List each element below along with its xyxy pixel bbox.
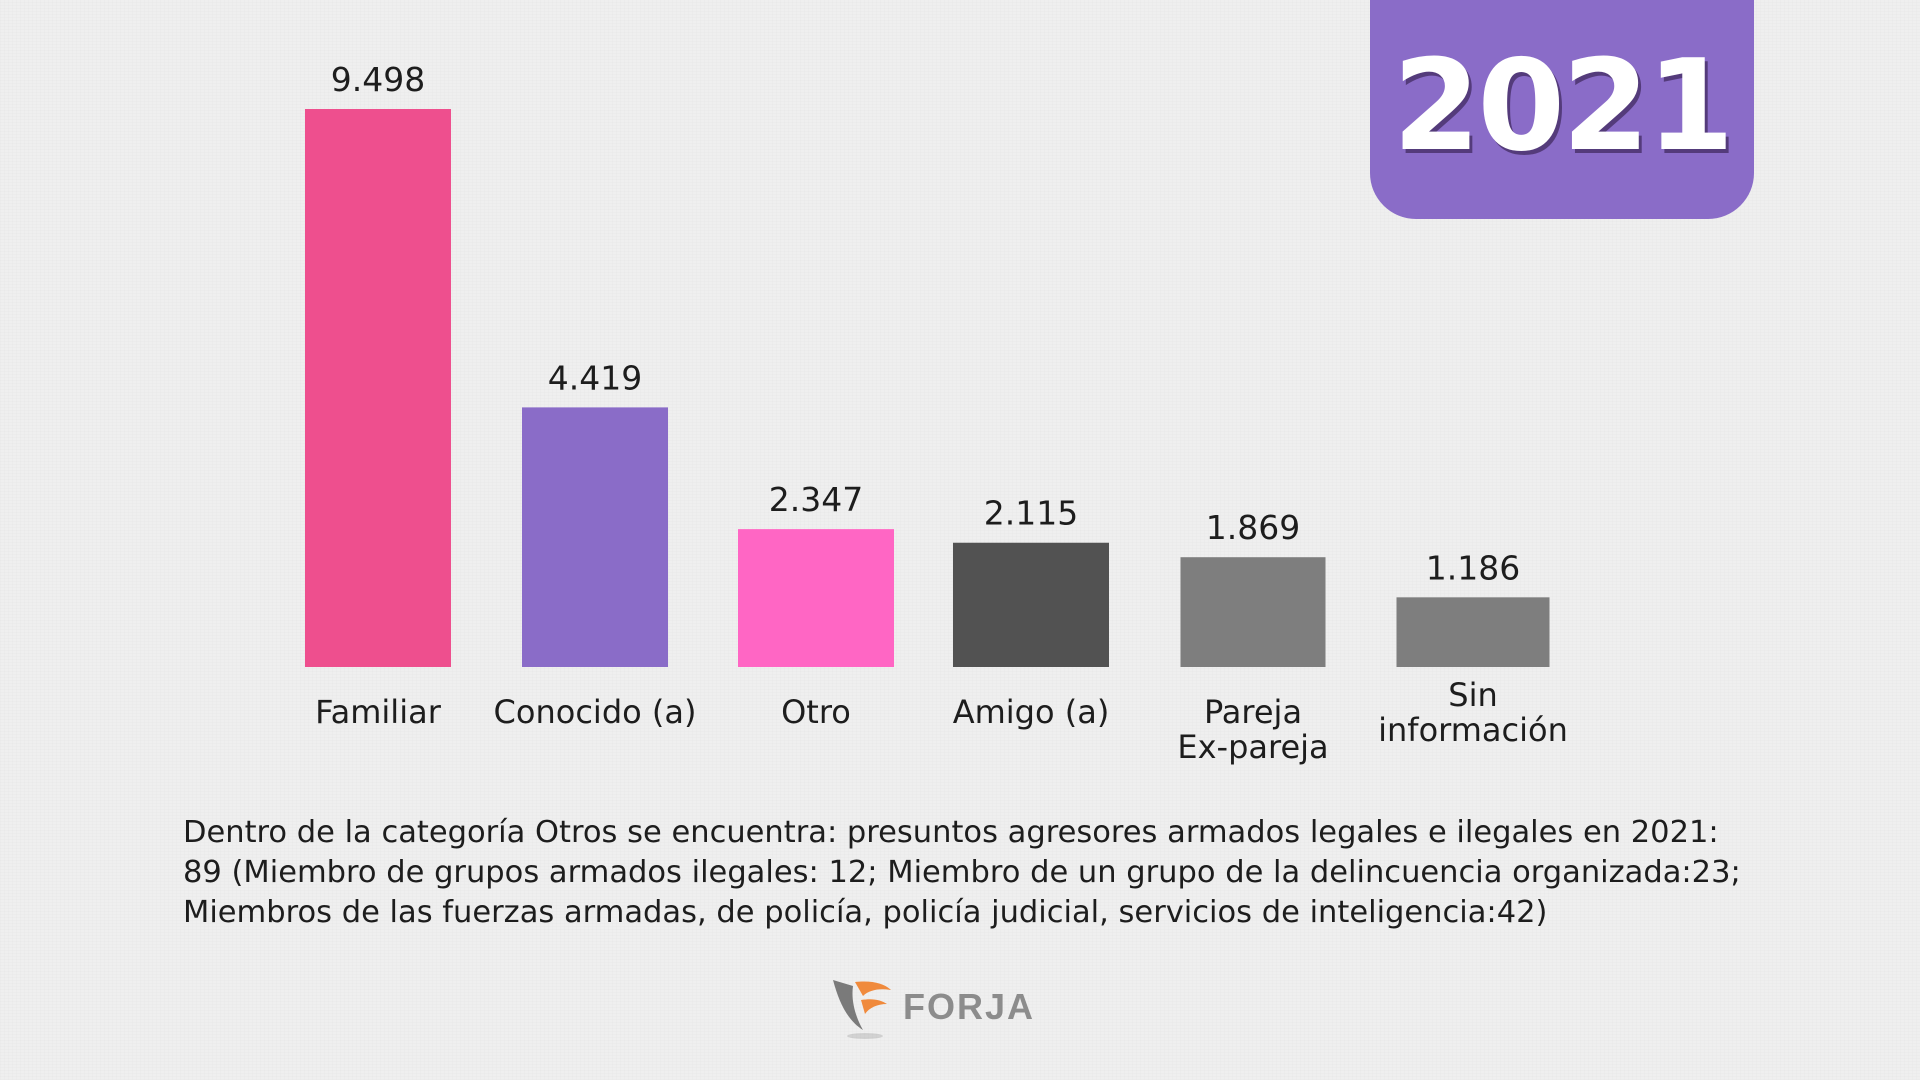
bar-1: [522, 407, 668, 667]
value-label-1: 4.419: [548, 358, 642, 397]
bar-chart: 9.498 Familiar 4.419 Conocido (a) 2.347 Otro 2…: [305, 60, 1568, 766]
category-label-0: Familiar: [315, 693, 442, 731]
bar-2: [738, 529, 894, 667]
category-note: Dentro de la categoría Otros se encuentr…: [183, 815, 1741, 930]
category-label-2: Otro: [781, 693, 851, 731]
forja-logo-text: FORJA: [903, 986, 1035, 1027]
value-label-0: 9.498: [331, 60, 425, 99]
value-label-2: 2.347: [769, 480, 863, 519]
category-label-3: Amigo (a): [953, 693, 1110, 731]
value-label-3: 2.115: [984, 494, 1078, 533]
bar-4: [1180, 557, 1326, 667]
bar-3: [953, 542, 1109, 667]
bar-0: [305, 109, 451, 667]
forja-logo: FORJA: [833, 980, 1035, 1039]
value-label-4: 1.869: [1206, 508, 1300, 547]
year-badge: 2021: [1370, 0, 1754, 219]
category-label-5: Sin información: [1378, 676, 1568, 749]
category-label-4: Pareja Ex-pareja: [1177, 693, 1328, 766]
forja-logo-mark: [833, 980, 891, 1039]
year-label: 2021: [1392, 32, 1735, 179]
value-label-5: 1.186: [1426, 548, 1520, 587]
category-label-1: Conocido (a): [494, 693, 697, 731]
bar-5: [1396, 597, 1550, 667]
